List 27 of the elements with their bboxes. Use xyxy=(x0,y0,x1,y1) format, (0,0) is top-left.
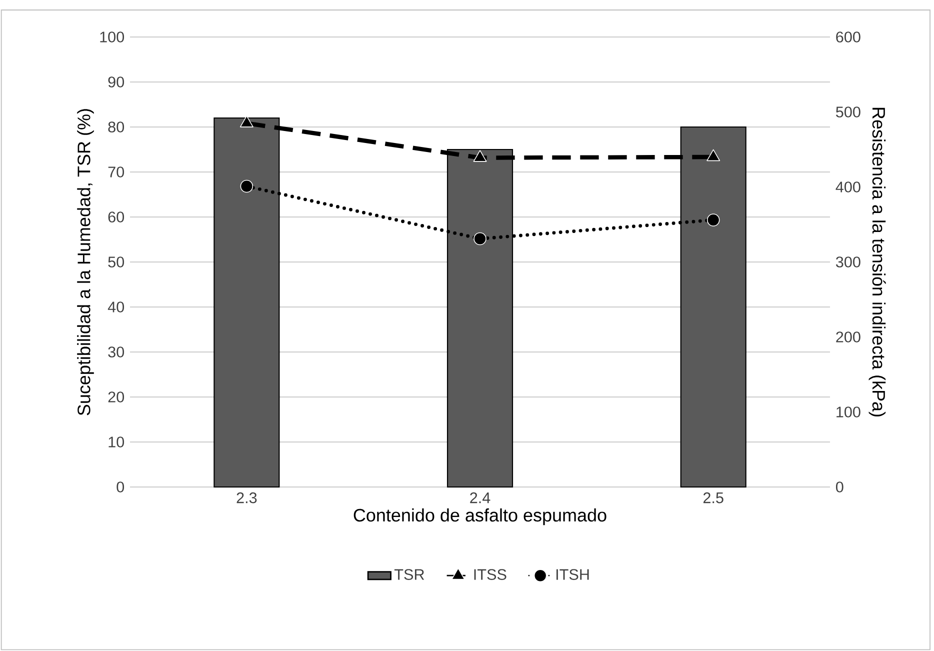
y-tick-label: 70 xyxy=(108,166,124,178)
legend-label: ITSS xyxy=(474,569,506,580)
legend-label: ITSH xyxy=(556,569,589,580)
y-axis-title: Suceptibilidad a la Humedad, TSR (%) xyxy=(77,109,94,416)
y-tick-label: 80 xyxy=(108,122,124,132)
x-tick-label: 2.5 xyxy=(703,492,724,504)
y2-tick-label: 100 xyxy=(836,406,860,418)
y-tick-label: 60 xyxy=(108,212,124,222)
y2-tick-label: 600 xyxy=(836,32,860,42)
y-tick-label: 50 xyxy=(108,256,124,268)
x-axis-title: Contenido de asfalto espumado xyxy=(354,508,606,526)
y2-axis-title: Resistencia a la tensión indirecta (kPa) xyxy=(868,108,886,416)
y2-tick-label: 200 xyxy=(836,332,860,342)
x-tick-label: 2.4 xyxy=(470,492,490,504)
y-tick-label: 20 xyxy=(108,392,124,402)
y-tick-label: 40 xyxy=(108,302,124,312)
y-tick-label: 100 xyxy=(100,32,124,42)
y-tick-label: 0 xyxy=(116,482,124,492)
legend-label: TSR xyxy=(394,569,424,580)
y2-tick-label: 300 xyxy=(836,256,860,268)
y2-tick-label: 400 xyxy=(836,182,860,192)
y2-tick-label: 500 xyxy=(836,106,860,118)
y-tick-label: 30 xyxy=(108,346,124,358)
y2-tick-label: 0 xyxy=(836,482,844,492)
x-tick-label: 2.3 xyxy=(236,492,257,504)
y-tick-label: 10 xyxy=(108,436,124,448)
y-tick-label: 90 xyxy=(108,76,124,88)
